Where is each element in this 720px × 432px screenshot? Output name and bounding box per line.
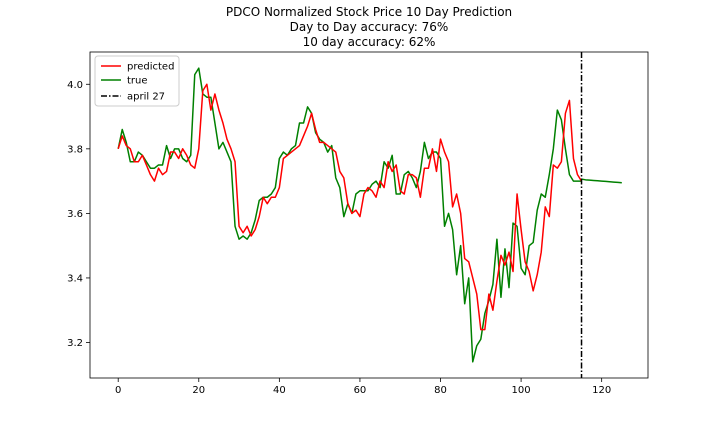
- x-tick-label: 20: [192, 385, 205, 396]
- y-tick-label: 3.4: [67, 273, 83, 284]
- y-tick-label: 3.8: [67, 144, 83, 155]
- x-tick-label: 0: [115, 385, 121, 396]
- legend-label-april-27: april 27: [127, 92, 165, 103]
- y-tick-label: 4.0: [67, 80, 83, 91]
- series-layer: [117, 67, 622, 363]
- series-line-predicted: [117, 83, 583, 331]
- y-tick-label: 3.6: [67, 209, 83, 220]
- y-tick-label: 3.2: [67, 338, 83, 349]
- chart-title-line-3: 10 day accuracy: 62%: [303, 35, 436, 49]
- plot-frame: [89, 51, 649, 379]
- x-tick-label: 60: [354, 385, 367, 396]
- legend: predicted true april 27: [94, 55, 180, 107]
- series-line-true-forecast: [581, 178, 622, 184]
- x-tick-label: 120: [592, 385, 611, 396]
- x-tick-label: 80: [434, 385, 447, 396]
- legend-label-predicted: predicted: [127, 62, 174, 73]
- chart-title-line-2: Day to Day accuracy: 76%: [290, 20, 449, 34]
- x-tick-label: 100: [512, 385, 531, 396]
- legend-label-true: true: [127, 76, 148, 87]
- legend-box: [94, 55, 180, 107]
- axes-layer: 0 20 40 60 80 100 120 3.2 3.4 3.6 3.8 4.0: [67, 51, 649, 396]
- x-tick-label: 40: [273, 385, 286, 396]
- chart-title-line-1: PDCO Normalized Stock Price 10 Day Predi…: [226, 5, 512, 19]
